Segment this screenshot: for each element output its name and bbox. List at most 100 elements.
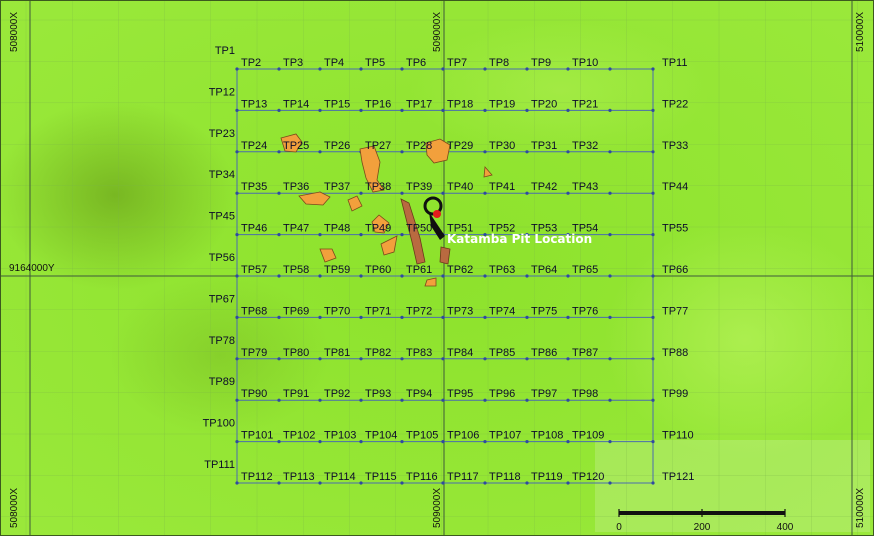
survey-point xyxy=(483,108,487,112)
survey-point-label: TP66 xyxy=(662,264,688,276)
survey-point-label: TP61 xyxy=(406,264,432,276)
survey-point-label: TP10 xyxy=(572,57,598,69)
coord-label-x-left-bottom: 508000X xyxy=(9,488,20,528)
survey-point xyxy=(651,233,655,237)
survey-point-label: TP52 xyxy=(489,223,515,235)
survey-point xyxy=(483,315,487,319)
survey-point-label: TP78 xyxy=(209,335,235,347)
survey-point-label: TP95 xyxy=(447,388,473,400)
survey-point xyxy=(441,440,445,444)
anomaly-polygon xyxy=(371,214,390,234)
survey-point xyxy=(651,150,655,154)
survey-point xyxy=(566,481,570,485)
survey-point-label: TP27 xyxy=(365,140,391,152)
survey-point xyxy=(359,481,363,485)
survey-point xyxy=(483,440,487,444)
survey-point-label: TP88 xyxy=(662,347,688,359)
survey-point-label: TP46 xyxy=(241,223,267,235)
survey-point-label: TP94 xyxy=(406,388,432,400)
survey-point-label: TP91 xyxy=(283,388,309,400)
survey-point xyxy=(651,315,655,319)
survey-point xyxy=(277,108,281,112)
survey-point-label: TP56 xyxy=(209,252,235,264)
survey-point xyxy=(235,398,239,402)
survey-point xyxy=(566,440,570,444)
survey-point xyxy=(566,315,570,319)
survey-point xyxy=(651,191,655,195)
survey-point xyxy=(525,67,529,71)
survey-point-label: TP58 xyxy=(283,264,309,276)
survey-point-label: TP24 xyxy=(241,140,267,152)
survey-point xyxy=(608,357,612,361)
survey-point xyxy=(359,315,363,319)
survey-point-label: TP13 xyxy=(241,98,267,110)
survey-point-label: TP84 xyxy=(447,347,473,359)
survey-point-label: TP35 xyxy=(241,181,267,193)
survey-point-label: TP98 xyxy=(572,388,598,400)
survey-point xyxy=(400,108,404,112)
survey-point xyxy=(400,440,404,444)
survey-point-label: TP1 xyxy=(215,45,235,57)
survey-point-label: TP100 xyxy=(203,418,235,430)
survey-point xyxy=(359,398,363,402)
survey-point-label: TP73 xyxy=(447,305,473,317)
anomaly-polygon xyxy=(380,235,398,256)
survey-point-label: TP50 xyxy=(406,223,432,235)
survey-point-label: TP103 xyxy=(324,430,356,442)
survey-point xyxy=(651,67,655,71)
survey-point-label: TP39 xyxy=(406,181,432,193)
survey-point-label: TP117 xyxy=(447,471,479,483)
survey-point xyxy=(318,274,322,278)
pit-polygon xyxy=(439,246,451,265)
survey-point-label: TP42 xyxy=(531,181,557,193)
coord-label-x-center-bottom: 509000X xyxy=(432,488,443,528)
survey-point-label: TP70 xyxy=(324,305,350,317)
survey-point xyxy=(608,191,612,195)
survey-point-label: TP79 xyxy=(241,347,267,359)
survey-point-label: TP36 xyxy=(283,181,309,193)
survey-point-label: TP77 xyxy=(662,305,688,317)
survey-point-label: TP83 xyxy=(406,347,432,359)
survey-point xyxy=(400,357,404,361)
pit-body xyxy=(429,212,445,240)
survey-point xyxy=(359,233,363,237)
survey-point xyxy=(525,398,529,402)
survey-point xyxy=(318,108,322,112)
anomaly-polygon xyxy=(425,138,451,164)
survey-point-label: TP40 xyxy=(447,181,473,193)
survey-point xyxy=(651,481,655,485)
survey-point-label: TP11 xyxy=(662,57,687,69)
survey-point xyxy=(483,150,487,154)
survey-point-label: TP114 xyxy=(324,471,356,483)
survey-point xyxy=(566,67,570,71)
survey-point-label: TP86 xyxy=(531,347,557,359)
survey-point-label: TP5 xyxy=(365,57,385,69)
survey-point-label: TP45 xyxy=(209,211,235,223)
survey-point xyxy=(608,398,612,402)
survey-point-label: TP90 xyxy=(241,388,267,400)
survey-point-label: TP65 xyxy=(572,264,598,276)
survey-point xyxy=(566,150,570,154)
survey-point xyxy=(608,274,612,278)
survey-point xyxy=(608,233,612,237)
terrain-highlight xyxy=(410,20,710,160)
survey-point-label: TP106 xyxy=(447,430,479,442)
anomaly-polygon xyxy=(319,248,337,263)
survey-point-label: TP87 xyxy=(572,347,598,359)
survey-point xyxy=(608,440,612,444)
survey-point xyxy=(235,357,239,361)
survey-point xyxy=(318,315,322,319)
survey-point xyxy=(235,191,239,195)
survey-point xyxy=(359,357,363,361)
survey-point xyxy=(318,67,322,71)
survey-point-label: TP12 xyxy=(209,86,235,98)
survey-point-label: TP80 xyxy=(283,347,309,359)
coordinate-labels: 508000X 508000X 509000X 509000X 510000X … xyxy=(9,12,866,528)
survey-point-label: TP53 xyxy=(531,223,557,235)
survey-point-label: TP93 xyxy=(365,388,391,400)
anomaly-polygons xyxy=(280,133,493,287)
survey-point-label: TP6 xyxy=(406,57,426,69)
survey-point xyxy=(525,191,529,195)
